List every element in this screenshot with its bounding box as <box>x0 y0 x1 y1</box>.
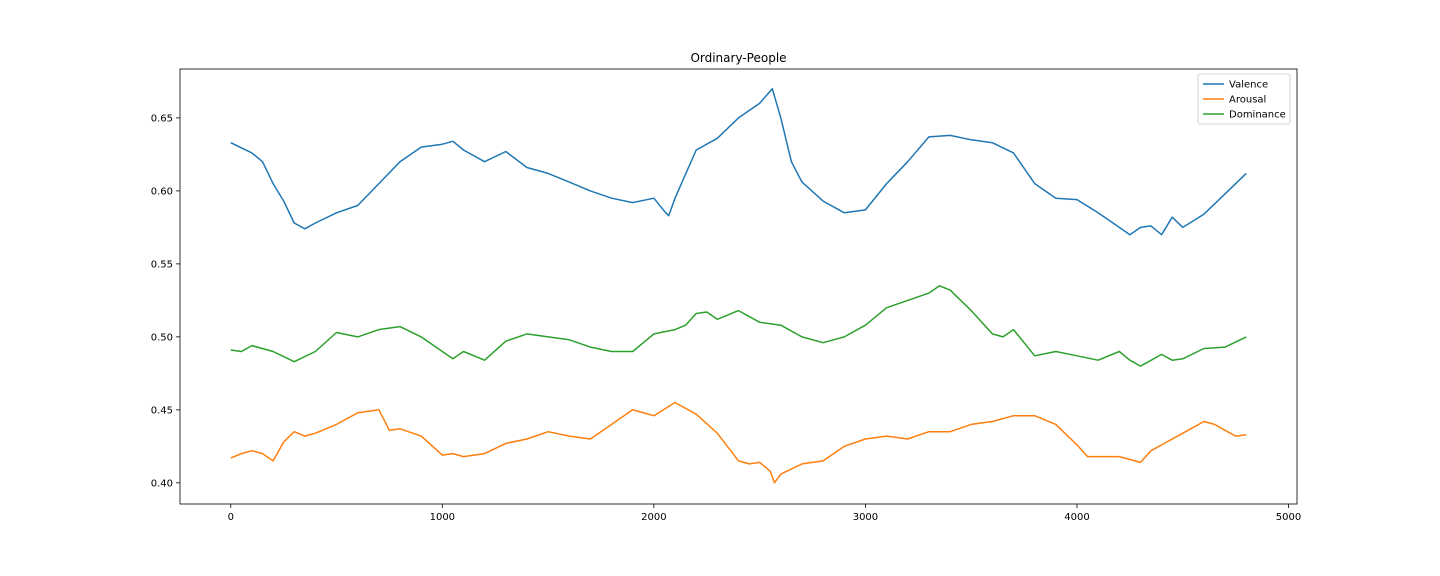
series-layer <box>230 87 1247 484</box>
x-axis: 0 1000 2000 3000 4000 5000 <box>228 504 1301 523</box>
y-tick-label: 0.55 <box>151 259 173 270</box>
x-tick-label: 2000 <box>641 512 666 523</box>
x-tick-label: 5000 <box>1276 512 1301 523</box>
series-line-arousal <box>230 401 1247 484</box>
legend-label-valence: Valence <box>1229 80 1268 91</box>
series-line-dominance <box>230 285 1247 367</box>
x-tick-label: 0 <box>228 512 234 523</box>
x-tick-label: 3000 <box>853 512 878 523</box>
legend-label-arousal: Arousal <box>1229 95 1266 106</box>
series-line-valence <box>230 87 1247 236</box>
y-tick-label: 0.65 <box>151 113 173 124</box>
legend-box <box>1197 73 1291 125</box>
x-tick-label: 1000 <box>430 512 455 523</box>
legend-label-dominance: Dominance <box>1229 110 1286 121</box>
y-axis: 0.40 0.45 0.50 0.55 0.60 0.65 <box>151 113 180 489</box>
y-tick-label: 0.45 <box>151 405 173 416</box>
x-tick-label: 4000 <box>1064 512 1089 523</box>
chart-title: Ordinary-People <box>690 51 786 65</box>
y-tick-label: 0.40 <box>151 478 173 489</box>
y-tick-label: 0.60 <box>151 186 173 197</box>
y-tick-label: 0.50 <box>151 332 173 343</box>
legend: Valence Arousal Dominance <box>1197 73 1291 125</box>
plot-frame <box>179 68 1298 505</box>
